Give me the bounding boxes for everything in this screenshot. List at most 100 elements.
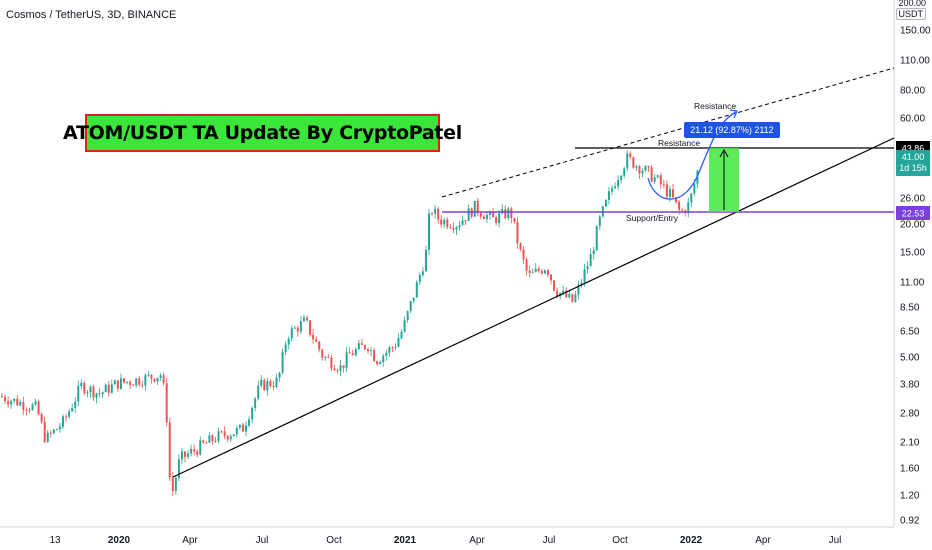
candle-body bbox=[107, 384, 110, 393]
candle-body bbox=[55, 429, 58, 431]
candle-body bbox=[662, 184, 665, 186]
candle-body bbox=[421, 271, 424, 275]
candle-body bbox=[123, 378, 125, 383]
support-entry-label: Support/Entry bbox=[626, 213, 679, 223]
candle-body bbox=[321, 349, 324, 358]
candle-body bbox=[281, 351, 284, 373]
candle-body bbox=[263, 379, 266, 391]
candle-body bbox=[668, 189, 671, 197]
candle-body bbox=[537, 268, 540, 271]
svg-text:41.00: 41.00 bbox=[902, 152, 925, 162]
price-axis[interactable]: 150.00110.0080.0060.0040.0026.0020.0015.… bbox=[900, 26, 931, 527]
candle-body bbox=[550, 274, 552, 281]
candle-body bbox=[19, 401, 22, 406]
projection-badge-text: 21.12 (92.87%) 2112 bbox=[690, 125, 773, 135]
time-tick-label: Jul bbox=[543, 535, 556, 546]
candle-body bbox=[278, 372, 281, 378]
candle-body bbox=[672, 189, 674, 198]
candle-body bbox=[248, 419, 251, 426]
candle-body bbox=[296, 327, 299, 332]
time-tick-label: Apr bbox=[469, 535, 485, 546]
candle-body bbox=[391, 347, 394, 349]
candle-body bbox=[342, 365, 345, 368]
price-tick-label: 2.80 bbox=[900, 409, 920, 420]
quote-unit-badge[interactable]: USDT bbox=[895, 8, 926, 20]
candle-body bbox=[623, 168, 626, 176]
candle-body bbox=[406, 311, 409, 321]
time-tick-label: 13 bbox=[49, 535, 61, 546]
candle-body bbox=[617, 179, 620, 187]
candle-body bbox=[74, 401, 77, 409]
candle-body bbox=[193, 449, 196, 452]
candle-body bbox=[586, 266, 589, 270]
ascending-trendline[interactable] bbox=[172, 137, 895, 478]
candle-body bbox=[31, 404, 34, 410]
candle-body bbox=[678, 201, 681, 210]
candle-body bbox=[28, 409, 31, 411]
candle-body bbox=[223, 431, 226, 436]
candle-body bbox=[180, 451, 183, 460]
candle-body bbox=[126, 381, 129, 383]
candle-body bbox=[437, 208, 440, 220]
time-tick-label: 2021 bbox=[394, 535, 417, 546]
candle-body bbox=[241, 424, 244, 432]
candle-body bbox=[190, 449, 193, 454]
candle-body bbox=[168, 422, 171, 478]
candle-body bbox=[129, 381, 132, 385]
candle-body bbox=[476, 200, 479, 214]
candle-body bbox=[394, 346, 397, 348]
candle-body bbox=[177, 459, 180, 478]
candle-body bbox=[86, 392, 89, 394]
candle-body bbox=[583, 269, 586, 283]
time-tick-label: Oct bbox=[612, 535, 628, 546]
candle-body bbox=[354, 349, 357, 356]
candle-body bbox=[592, 250, 595, 255]
candle-body bbox=[489, 211, 491, 215]
candle-body bbox=[80, 382, 83, 387]
candle-body bbox=[522, 249, 525, 260]
candle-body bbox=[345, 352, 348, 368]
candle-body bbox=[400, 331, 403, 339]
candle-body bbox=[528, 270, 531, 273]
time-axis[interactable]: 13 2020 Apr Jul Oct 2021 Apr Jul Oct 2022 Apr Jul bbox=[49, 535, 841, 546]
price-tick-label: 2.10 bbox=[900, 438, 920, 449]
symbol-title[interactable]: Cosmos / TetherUS, 3D, BINANCE bbox=[6, 9, 177, 21]
candle-body bbox=[540, 270, 543, 274]
candle-body bbox=[626, 153, 629, 169]
candle-body bbox=[598, 216, 601, 227]
candle-body bbox=[485, 214, 488, 220]
candle-body bbox=[171, 477, 174, 491]
candle-body bbox=[376, 361, 379, 365]
price-tick-label: 8.50 bbox=[900, 303, 920, 314]
target-arrow-head bbox=[719, 148, 729, 158]
candle-body bbox=[479, 213, 482, 217]
candle-body bbox=[217, 431, 220, 442]
price-tick-label: 60.00 bbox=[900, 114, 925, 125]
candle-body bbox=[571, 294, 574, 302]
candle-body bbox=[461, 220, 464, 226]
candle-body bbox=[266, 380, 269, 391]
scale-top-value: 200.00 bbox=[898, 0, 926, 8]
candle-body bbox=[403, 320, 406, 332]
candle-body bbox=[492, 211, 495, 218]
candle-body bbox=[238, 424, 241, 428]
candle-body bbox=[184, 451, 186, 457]
candles-layer bbox=[1, 150, 699, 496]
candle-body bbox=[687, 202, 690, 214]
candle-body bbox=[653, 177, 656, 182]
candle-body bbox=[141, 384, 144, 386]
candle-body bbox=[284, 344, 287, 352]
candle-body bbox=[556, 290, 559, 297]
candle-body bbox=[397, 338, 400, 347]
candle-body bbox=[22, 401, 25, 410]
upper-channel-line[interactable] bbox=[441, 67, 895, 198]
candle-body bbox=[52, 429, 55, 434]
support-price-tag: 22.53 bbox=[896, 206, 930, 220]
candle-body bbox=[83, 382, 86, 394]
candle-body bbox=[507, 208, 510, 219]
candle-body bbox=[458, 225, 461, 228]
candle-body bbox=[299, 321, 302, 332]
candle-body bbox=[659, 175, 662, 185]
candle-body bbox=[162, 375, 165, 384]
